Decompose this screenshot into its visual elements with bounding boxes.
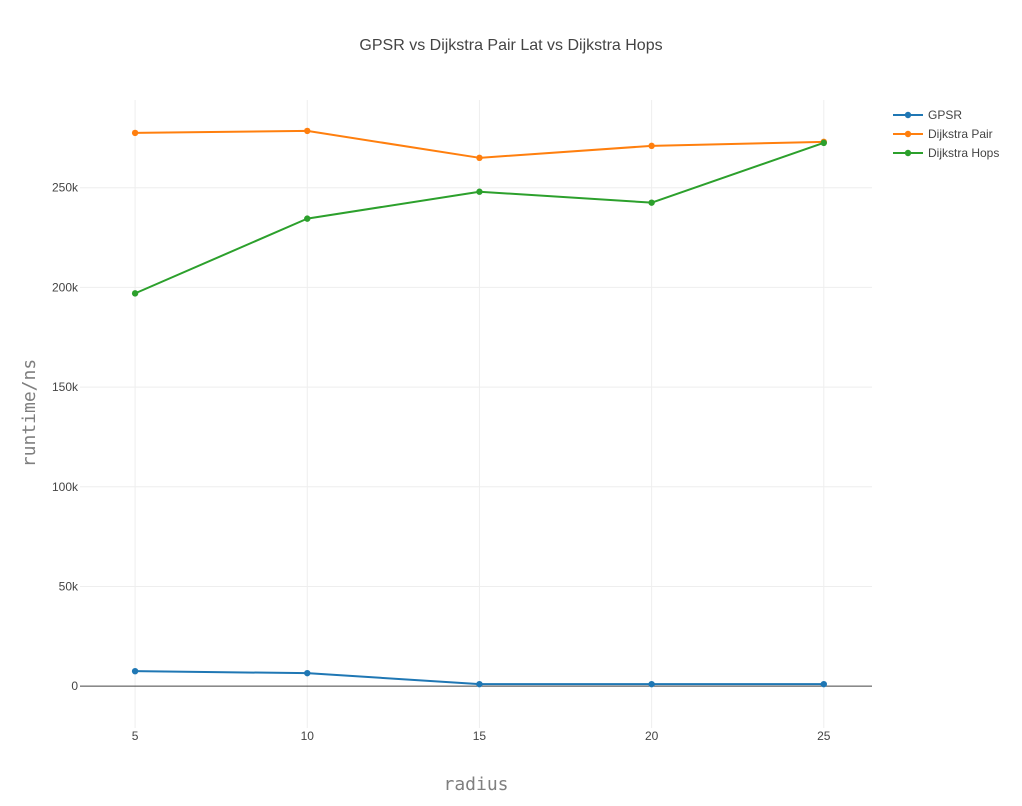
series-group — [131, 127, 827, 688]
data-point[interactable] — [476, 680, 483, 688]
data-point[interactable] — [131, 667, 139, 675]
legend-label: Dijkstra Hops — [928, 146, 999, 160]
grid — [80, 100, 872, 728]
legend-label: GPSR — [928, 108, 962, 122]
legend-item[interactable]: Dijkstra Hops — [893, 146, 999, 160]
y-tick-label: 250k — [52, 181, 79, 195]
data-point[interactable] — [304, 215, 311, 222]
x-tick-label: 15 — [473, 729, 487, 743]
series-dijkstra-pair — [131, 127, 827, 162]
x-axis-ticks: 5 10 15 20 25 — [132, 729, 831, 743]
y-tick-label: 100k — [52, 480, 79, 494]
series-dijkstra-hops — [131, 139, 827, 297]
y-tick-label: 50k — [59, 579, 79, 593]
legend-marker — [904, 149, 912, 157]
data-point[interactable] — [476, 188, 483, 195]
x-tick-label: 10 — [301, 729, 315, 743]
x-tick-label: 25 — [817, 729, 831, 743]
y-tick-label: 150k — [52, 380, 79, 394]
legend-item[interactable]: GPSR — [893, 108, 962, 122]
y-axis-title: runtime/ns — [19, 359, 40, 467]
x-tick-label: 20 — [645, 729, 659, 743]
data-point[interactable] — [648, 199, 655, 206]
data-point[interactable] — [648, 680, 655, 688]
y-tick-label: 0 — [71, 679, 78, 693]
legend-item[interactable]: Dijkstra Pair — [893, 127, 993, 141]
data-point[interactable] — [131, 129, 139, 137]
y-axis-ticks: 0 50k 100k 150k 200k 250k — [52, 181, 79, 693]
legend-label: Dijkstra Pair — [928, 127, 993, 141]
legend-marker — [904, 111, 912, 119]
data-point[interactable] — [304, 669, 311, 677]
data-point[interactable] — [820, 139, 827, 147]
data-point[interactable] — [304, 127, 311, 135]
y-tick-label: 200k — [52, 280, 79, 294]
data-point[interactable] — [648, 142, 655, 150]
x-axis-title: radius — [443, 774, 508, 795]
series-gpsr — [131, 667, 827, 688]
legend[interactable]: GPSR Dijkstra Pair Dijkstra Hops — [893, 108, 999, 160]
legend-marker — [904, 130, 912, 138]
data-point[interactable] — [476, 154, 483, 162]
data-point[interactable] — [820, 680, 827, 688]
data-point[interactable] — [131, 290, 139, 297]
chart-title: GPSR vs Dijkstra Pair Lat vs Dijkstra Ho… — [359, 37, 662, 54]
x-tick-label: 5 — [132, 729, 139, 743]
